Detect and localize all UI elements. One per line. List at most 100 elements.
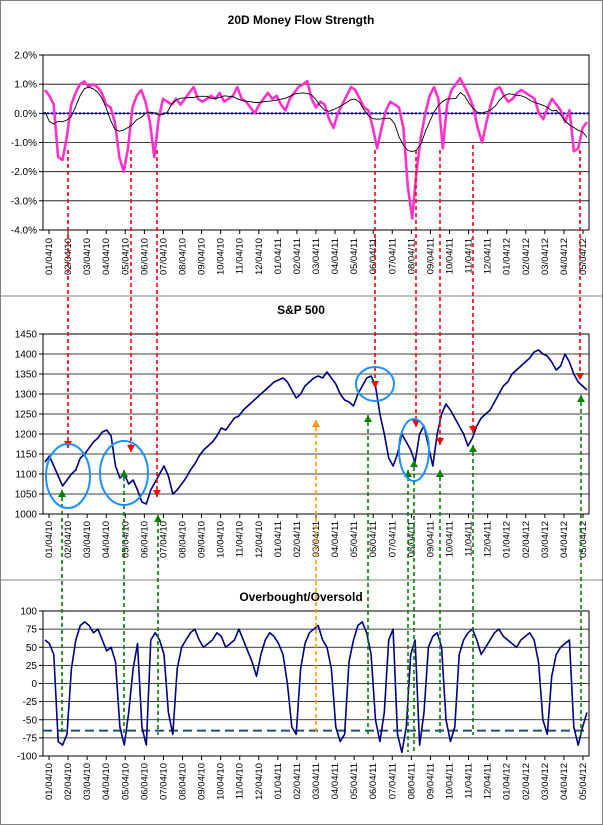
- x-tick-label: 04/04/11: [330, 521, 341, 557]
- x-tick-label: 07/04/10: [158, 763, 169, 800]
- x-tick-label: 08/04/11: [406, 763, 417, 799]
- x-tick-label: 09/04/11: [425, 521, 436, 557]
- x-tick-label: 02/04/12: [521, 238, 532, 275]
- y-tick-label: 50: [26, 643, 38, 654]
- x-tick-label: 02/04/12: [521, 763, 532, 800]
- obos-title: Overbought/Oversold: [239, 590, 362, 604]
- y-tick-label: 1100: [15, 470, 37, 481]
- x-tick-label: 05/04/10: [120, 521, 131, 558]
- x-tick-label: 01/04/11: [273, 521, 284, 557]
- x-tick-label: 11/04/11: [464, 763, 475, 799]
- green-arrow-icon: [577, 395, 585, 402]
- x-tick-label: 08/04/11: [406, 521, 417, 557]
- x-tick-label: 06/04/10: [139, 238, 150, 275]
- x-tick-label: 03/04/12: [540, 238, 551, 275]
- green-arrow-icon: [364, 415, 372, 422]
- x-tick-label: 11/04/10: [235, 763, 246, 799]
- y-tick-label: 1350: [15, 370, 38, 381]
- x-tick-label: 10/04/10: [216, 521, 227, 558]
- y-tick-label: 1.0%: [14, 80, 37, 91]
- x-tick-label: 02/04/11: [292, 238, 303, 274]
- x-tick-label: 08/04/10: [178, 238, 189, 275]
- y-tick-label: -4.0%: [11, 226, 37, 237]
- x-tick-label: 03/04/10: [82, 521, 93, 558]
- y-tick-label: 25: [26, 661, 38, 672]
- highlight-ellipse: [99, 440, 149, 506]
- highlight-ellipse: [355, 366, 395, 402]
- x-tick-label: 10/04/11: [445, 238, 456, 274]
- x-tick-label: 07/04/11: [387, 763, 398, 799]
- x-tick-label: 09/04/10: [197, 763, 208, 800]
- x-tick-label: 03/04/12: [540, 763, 551, 800]
- red-arrow-icon: [436, 438, 444, 445]
- red-arrow-icon: [576, 373, 584, 380]
- x-tick-label: 05/04/10: [120, 238, 131, 275]
- red-arrow-icon: [469, 426, 477, 433]
- y-tick-label: -3.0%: [11, 196, 37, 207]
- y-tick-label: 1150: [15, 450, 37, 461]
- x-tick-label: 06/04/11: [368, 763, 379, 799]
- x-tick-label: 11/04/11: [464, 238, 475, 274]
- x-tick-label: 04/04/10: [101, 238, 112, 275]
- money-flow-panel: 20D Money Flow Strength 2.0% 1.0% 0.0% -1.0…: [11, 13, 590, 275]
- y-tick-label: 1050: [15, 490, 38, 501]
- x-tick-label: 10/04/10: [216, 763, 227, 800]
- y-tick-label: 1450: [15, 330, 38, 341]
- x-tick-label: 12/04/10: [254, 521, 265, 558]
- x-tick-label: 12/04/11: [483, 238, 494, 274]
- annotation-overlays: [45, 145, 585, 752]
- x-tick-label: 06/04/10: [139, 521, 150, 558]
- x-tick-label: 05/04/10: [120, 763, 131, 800]
- x-tick-label: 11/04/11: [464, 521, 475, 557]
- x-tick-label: 06/04/10: [139, 763, 150, 800]
- x-tick-label: 03/04/12: [540, 521, 551, 558]
- x-tick-label: 02/04/11: [292, 763, 303, 799]
- x-tick-label: 01/04/12: [502, 763, 513, 800]
- x-tick-label: 12/04/11: [483, 763, 494, 799]
- x-tick-label: 01/04/10: [44, 763, 55, 800]
- red-arrow-icon: [412, 420, 420, 427]
- x-tick-label: 02/04/10: [63, 521, 74, 558]
- y-tick-label: 1250: [15, 410, 38, 421]
- x-tick-label: 01/04/11: [273, 763, 284, 799]
- x-tick-label: 06/04/11: [368, 521, 379, 557]
- y-tick-label: -25: [23, 697, 38, 708]
- x-tick-label: 03/04/10: [82, 763, 93, 800]
- x-tick-label: 09/04/10: [197, 521, 208, 558]
- x-tick-label: 12/04/11: [483, 521, 494, 557]
- green-arrow-icon: [58, 490, 66, 497]
- x-tick-label: 02/04/11: [292, 521, 303, 557]
- x-tick-label: 10/04/10: [216, 238, 227, 275]
- x-tick-label: 06/04/11: [368, 238, 379, 274]
- x-tick-label: 12/04/10: [254, 763, 265, 800]
- x-tick-label: 05/04/12: [578, 763, 589, 800]
- x-tick-label: 09/04/10: [197, 238, 208, 275]
- series-line: [43, 77, 589, 220]
- x-tick-label: 01/04/10: [44, 521, 55, 558]
- x-tick-label: 09/04/11: [425, 238, 436, 274]
- x-tick-label: 01/04/11: [273, 238, 284, 274]
- highlight-ellipse: [398, 418, 430, 482]
- x-tick-label: 05/04/11: [349, 238, 360, 274]
- y-tick-label: 1000: [15, 510, 38, 521]
- y-tick-label: -1.0%: [11, 138, 37, 149]
- x-tick-label: 04/04/11: [330, 238, 341, 274]
- x-tick-label: 08/04/11: [406, 238, 417, 274]
- green-arrow-icon: [469, 445, 477, 452]
- y-tick-label: -100: [17, 752, 37, 763]
- y-tick-label: 100: [20, 607, 37, 618]
- x-tick-label: 04/04/12: [559, 238, 570, 275]
- series-line: [44, 621, 588, 754]
- sp500-title: S&P 500: [277, 303, 325, 317]
- green-arrow-icon: [410, 460, 418, 467]
- y-tick-label: 0: [31, 679, 37, 690]
- y-tick-label: 1400: [15, 350, 38, 361]
- orange-arrow-icon: [312, 420, 320, 427]
- x-tick-label: 07/04/10: [158, 238, 169, 275]
- x-tick-label: 11/04/10: [235, 238, 246, 274]
- x-tick-label: 02/04/10: [63, 763, 74, 800]
- x-tick-label: 10/04/11: [445, 521, 456, 557]
- smoothed-line: [44, 86, 588, 153]
- red-arrow-icon: [153, 490, 161, 497]
